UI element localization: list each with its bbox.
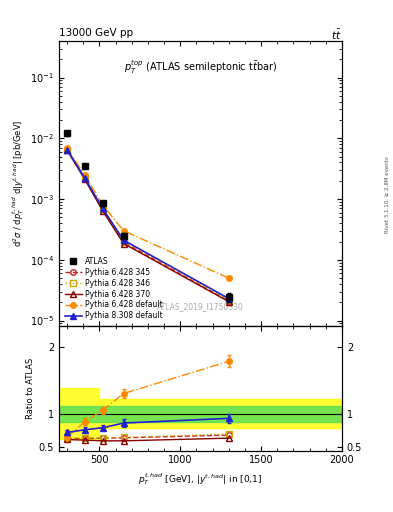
Pythia 6.428 346	[83, 175, 87, 181]
Text: $t\bar{t}$: $t\bar{t}$	[331, 28, 342, 42]
Pythia 6.428 346	[100, 206, 105, 212]
Pythia 6.428 345	[226, 298, 231, 304]
Pythia 6.428 default	[100, 202, 105, 208]
Text: 13000 GeV pp: 13000 GeV pp	[59, 28, 133, 38]
Text: Rivet 3.1.10, ≥ 2.8M events: Rivet 3.1.10, ≥ 2.8M events	[385, 156, 390, 233]
Pythia 6.428 default	[65, 145, 70, 152]
X-axis label: $p_T^{t,had}$ [GeV], $|y^{t,had}|$ in [0,1]: $p_T^{t,had}$ [GeV], $|y^{t,had}|$ in [0…	[138, 471, 263, 486]
Line: Pythia 6.428 370: Pythia 6.428 370	[64, 147, 231, 305]
Pythia 6.428 default	[226, 275, 231, 281]
Pythia 8.308 default	[65, 146, 70, 153]
Pythia 6.428 370	[226, 298, 231, 305]
Pythia 6.428 default	[83, 172, 87, 178]
Line: Pythia 6.428 default: Pythia 6.428 default	[64, 146, 231, 281]
Pythia 6.428 370	[65, 147, 70, 153]
Line: Pythia 6.428 346: Pythia 6.428 346	[64, 147, 231, 303]
Pythia 6.428 370	[100, 208, 105, 214]
Text: ATLAS_2019_I1750330: ATLAS_2019_I1750330	[157, 302, 244, 311]
Pythia 6.428 345	[121, 239, 126, 245]
Y-axis label: d$^2\sigma$ / d$p_T^{t,had}$ d$|y^{t,had}|$ [pb/GeV]: d$^2\sigma$ / d$p_T^{t,had}$ d$|y^{t,had…	[10, 120, 26, 247]
Line: Pythia 8.308 default: Pythia 8.308 default	[64, 147, 231, 302]
Pythia 6.428 370	[121, 241, 126, 247]
Pythia 8.308 default	[121, 237, 126, 243]
Pythia 8.308 default	[83, 175, 87, 181]
Pythia 6.428 345	[65, 146, 70, 153]
Pythia 8.308 default	[226, 295, 231, 302]
Pythia 6.428 default	[121, 228, 126, 234]
Y-axis label: Ratio to ATLAS: Ratio to ATLAS	[26, 358, 35, 419]
Pythia 6.428 370	[83, 177, 87, 183]
Pythia 6.428 345	[100, 206, 105, 212]
Pythia 8.308 default	[100, 205, 105, 211]
Pythia 6.428 346	[65, 146, 70, 153]
Text: $p_T^{top}$ (ATLAS semileptonic t$\bar{t}$bar): $p_T^{top}$ (ATLAS semileptonic t$\bar{t…	[124, 58, 277, 76]
Pythia 6.428 346	[226, 296, 231, 303]
Legend: ATLAS, Pythia 6.428 345, Pythia 6.428 346, Pythia 6.428 370, Pythia 6.428 defaul: ATLAS, Pythia 6.428 345, Pythia 6.428 34…	[63, 254, 165, 323]
Pythia 6.428 345	[83, 175, 87, 181]
Line: Pythia 6.428 345: Pythia 6.428 345	[64, 147, 231, 304]
Pythia 6.428 346	[121, 239, 126, 245]
